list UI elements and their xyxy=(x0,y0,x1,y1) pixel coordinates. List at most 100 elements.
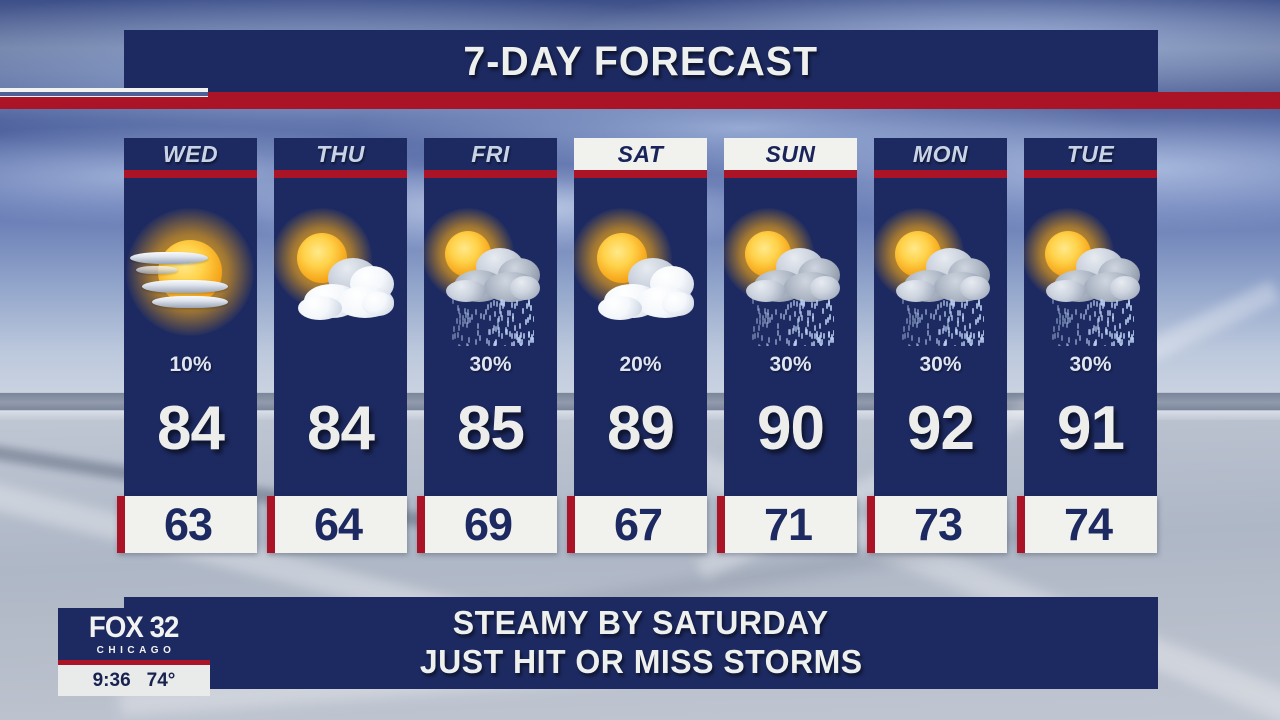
banner-line-2: JUST HIT OR MISS STORMS xyxy=(419,643,863,680)
low-red-accent xyxy=(1017,496,1025,553)
rain-icon xyxy=(1052,298,1134,346)
weather-icon-wrap xyxy=(1022,208,1157,348)
forecast-columns: WED 10% 84 63 THU 84 64 FRI 30% 85 69 SAT 20% 89 67 SUN… xyxy=(117,138,1158,558)
day-label: SAT xyxy=(617,140,664,167)
day-body: 84 xyxy=(272,178,407,532)
day-body: 20% 89 xyxy=(572,178,707,532)
market-name: CHICAGO xyxy=(96,644,176,656)
day-header: THU xyxy=(274,138,407,170)
forecast-day-column[interactable]: THU 84 xyxy=(272,138,407,532)
haze-streak xyxy=(142,280,228,293)
day-red-rule xyxy=(874,170,1007,178)
cloud-puff xyxy=(446,280,486,302)
day-label: THU xyxy=(316,140,365,167)
day-red-rule xyxy=(574,170,707,178)
high-temperature: 85 xyxy=(457,394,525,463)
high-temperature: 90 xyxy=(757,394,825,463)
day-body: 30% 85 xyxy=(422,178,557,532)
sun-cloud-icon xyxy=(272,208,407,348)
day-header: SUN xyxy=(724,138,857,170)
sun-cloud-icon xyxy=(572,208,707,348)
high-temperature: 92 xyxy=(907,394,975,463)
weather-icon-wrap xyxy=(722,208,857,348)
weather-icon-wrap xyxy=(124,208,257,348)
cloud-puff xyxy=(1110,276,1140,300)
haze-streak xyxy=(130,252,208,264)
sun-cloud-rain-icon xyxy=(722,208,857,348)
cloud-puff xyxy=(810,276,840,300)
low-red-accent xyxy=(567,496,575,553)
cloud-puff xyxy=(1046,280,1086,302)
low-red-accent xyxy=(867,496,875,553)
day-body: 30% 91 xyxy=(1022,178,1157,532)
sun-cloud-rain-icon xyxy=(1022,208,1157,348)
cloud-puff xyxy=(362,292,394,316)
precip-probability: 30% xyxy=(1069,353,1112,376)
day-header: FRI xyxy=(424,138,557,170)
low-temperature-panel[interactable]: 67 xyxy=(567,496,707,553)
low-red-accent xyxy=(417,496,425,553)
precip-probability: 30% xyxy=(469,353,512,376)
day-label: TUE xyxy=(1066,140,1115,167)
day-red-rule xyxy=(1024,170,1157,178)
weather-icon-wrap xyxy=(572,208,707,348)
forecast-day-column[interactable]: FRI 30% 85 xyxy=(422,138,557,532)
cloud-puff xyxy=(598,296,642,320)
day-body: 30% 90 xyxy=(722,178,857,532)
high-temperature: 84 xyxy=(157,394,225,463)
forecast-title-bar: 7-DAY FORECAST xyxy=(124,30,1158,92)
low-temperature: 74 xyxy=(1063,499,1113,550)
forecast-day-column[interactable]: TUE 30% 91 xyxy=(1022,138,1157,532)
low-temperature-panel[interactable]: 64 xyxy=(267,496,407,553)
cloud-puff xyxy=(510,276,540,300)
low-red-accent xyxy=(717,496,725,553)
cloud-puff xyxy=(662,292,694,316)
forecast-day-column[interactable]: SAT 20% 89 xyxy=(572,138,707,532)
time-temp-bug: 9:36 74° xyxy=(58,665,210,696)
low-temperature: 69 xyxy=(463,499,513,550)
forecast-summary-banner: STEAMY BY SATURDAY JUST HIT OR MISS STOR… xyxy=(124,597,1158,689)
low-red-accent xyxy=(267,496,275,553)
low-temperature: 67 xyxy=(613,499,663,550)
rain-icon xyxy=(752,298,834,346)
station-logo: FOX 32 CHICAGO xyxy=(58,608,210,660)
forecast-day-column[interactable]: MON 30% 92 xyxy=(872,138,1007,532)
weather-icon-wrap xyxy=(272,208,407,348)
low-temperature: 71 xyxy=(763,499,813,550)
low-temperature: 63 xyxy=(163,499,213,550)
precip-probability: 30% xyxy=(919,353,962,376)
current-time: 9:36 xyxy=(92,670,131,691)
low-temperature-panel[interactable]: 73 xyxy=(867,496,1007,553)
day-label: WED xyxy=(162,140,219,167)
day-label: MON xyxy=(912,140,969,167)
banner-line-1: STEAMY BY SATURDAY xyxy=(453,604,829,642)
rain-icon xyxy=(902,298,984,346)
page-title: 7-DAY FORECAST xyxy=(463,37,819,84)
day-red-rule xyxy=(424,170,557,178)
low-temperature-panel[interactable]: 63 xyxy=(117,496,257,553)
day-red-rule xyxy=(274,170,407,178)
low-temperature-panel[interactable]: 74 xyxy=(1017,496,1157,553)
low-temperature-panel[interactable]: 71 xyxy=(717,496,857,553)
high-temperature: 91 xyxy=(1057,394,1125,463)
precip-probability: 30% xyxy=(769,353,812,376)
cloud-puff xyxy=(746,280,786,302)
day-header: WED xyxy=(124,138,257,170)
low-red-accent xyxy=(117,496,125,553)
cloud-puff xyxy=(298,296,342,320)
cloud-puff xyxy=(896,280,936,302)
forecast-day-column[interactable]: SUN 30% 90 xyxy=(722,138,857,532)
forecast-day-column[interactable]: WED 10% 84 xyxy=(124,138,257,532)
station-logo-bug: FOX 32 CHICAGO 9:36 74° xyxy=(58,608,210,696)
precip-probability: 20% xyxy=(619,353,662,376)
weather-icon-wrap xyxy=(872,208,1007,348)
header-stripe-left-cap xyxy=(0,92,208,96)
day-body: 10% 84 xyxy=(124,178,257,532)
low-temperature: 64 xyxy=(313,499,363,550)
hazy-sun-icon xyxy=(124,208,257,348)
logo-red-rule xyxy=(58,660,210,665)
low-temperature-panel[interactable]: 69 xyxy=(417,496,557,553)
cloud-puff xyxy=(960,276,990,300)
high-temperature: 89 xyxy=(607,394,675,463)
haze-streak xyxy=(136,266,178,274)
